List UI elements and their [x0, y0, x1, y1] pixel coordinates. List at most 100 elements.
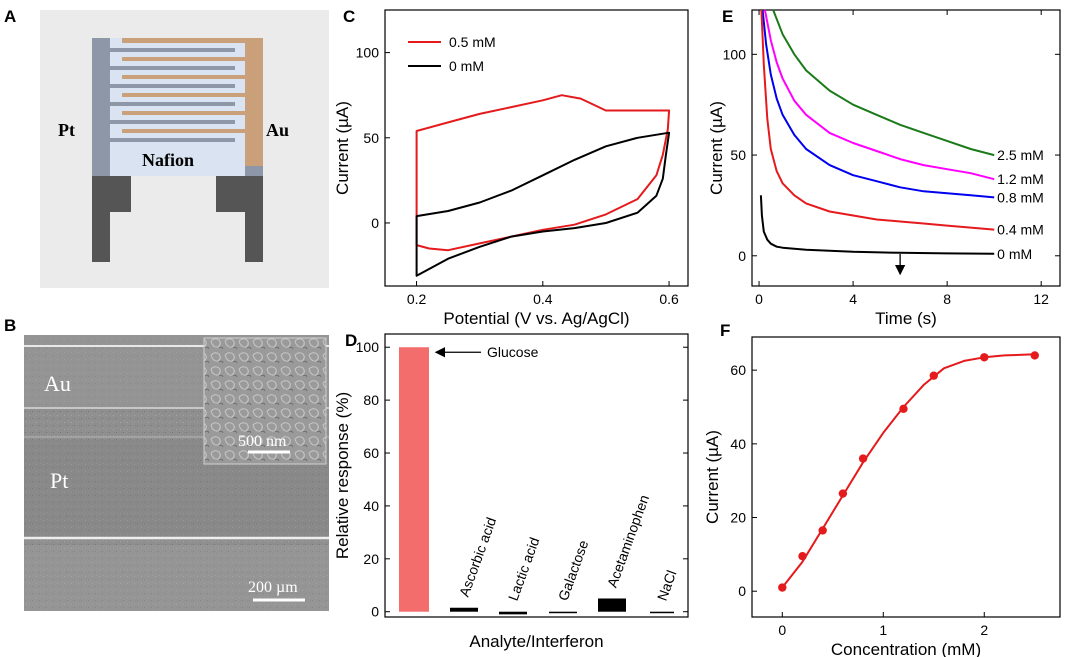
- panel-e: E 0 50 100 0 4 8 12 Time (s) Current (µA) 2.5 mM 1…: [707, 7, 1061, 328]
- plot-frame: [384, 333, 689, 618]
- y-tick-label: 0: [738, 248, 746, 264]
- data-point: [818, 526, 827, 535]
- y-tick-label: 50: [730, 147, 746, 163]
- bar-label: Galactose: [555, 538, 592, 603]
- amperometry-series-0: [772, 9, 995, 157]
- x-tick-label: 1: [879, 622, 887, 638]
- y-tick-label: 40: [363, 498, 379, 514]
- legend-label: 0 mM: [449, 58, 484, 74]
- y-tick-label: 20: [363, 551, 379, 567]
- glucose-annotation: Glucose: [487, 344, 539, 360]
- y-tick-label: 0: [371, 604, 379, 620]
- amperometry-series-3: [760, 9, 995, 231]
- x-axis-label: Potential (V vs. Ag/AgCl): [443, 309, 629, 328]
- bar-label: Acetaminophen: [604, 493, 652, 590]
- panel-b: B Au Pt 500 nm 200 µm: [4, 316, 329, 611]
- pt-contact-pad: [92, 176, 131, 262]
- amperometry-series-2: [761, 9, 995, 199]
- series-label: 0.4 mM: [997, 222, 1044, 238]
- x-tick-label: 0.4: [533, 291, 553, 307]
- calibration-chart: 0 20 40 60 0 1 2 Concentration (mM) Current (µA): [703, 336, 1061, 657]
- x-tick-label: 0.2: [407, 291, 427, 307]
- bar-lactic-acid: [499, 611, 527, 615]
- y-tick-label: 0: [738, 583, 746, 599]
- data-point: [899, 404, 908, 414]
- panel-label-c: C: [343, 7, 355, 26]
- y-axis-label: Relative response (%): [333, 392, 352, 559]
- sem-au-label: Au: [44, 371, 71, 396]
- bar-glucose: [399, 347, 429, 612]
- au-label: Au: [266, 120, 289, 140]
- y-axis-label: Current (µA): [333, 101, 352, 195]
- x-tick-label: 0: [755, 291, 763, 307]
- sem-pt-label: Pt: [50, 468, 68, 493]
- y-tick-label: 80: [363, 392, 379, 408]
- nafion-label: Nafion: [142, 150, 194, 170]
- interdigitated-fingers: [110, 38, 245, 142]
- bar-label: NaCl: [654, 568, 680, 603]
- x-tick-label: 2: [980, 622, 988, 638]
- y-tick-label: 40: [730, 436, 746, 452]
- data-point: [980, 353, 989, 362]
- y-tick-label: 100: [723, 46, 747, 62]
- x-tick-label: 8: [943, 291, 951, 307]
- data-point: [778, 583, 787, 592]
- bar-label: Lactic acid: [505, 535, 543, 603]
- panel-f: F 0 20 40 60 0 1 2 Concentration (mM) Current (µ…: [703, 321, 1061, 657]
- cv-series-0: [415, 94, 671, 252]
- au-bus-bar: [245, 38, 263, 166]
- bar-ascorbic-acid: [450, 607, 478, 612]
- series-label: 0 mM: [997, 246, 1032, 262]
- pt-bus-bar: [92, 38, 110, 176]
- bar-acetaminophen: [598, 598, 626, 612]
- y-tick-label: 60: [730, 362, 746, 378]
- selectivity-chart: 0 20 40 60 80 100 Analyte/Interferon Relative r…: [333, 333, 689, 651]
- contact-gap: [245, 166, 263, 176]
- sem-inset: [203, 337, 327, 465]
- series-label: 1.2 mM: [997, 171, 1044, 187]
- panel-c: C 0 50 100 0.2 0.4 0.6 Potential (V vs. Ag/AgC…: [333, 7, 689, 328]
- x-axis-label: Concentration (mM): [831, 640, 981, 657]
- series-label: 2.5 mM: [997, 147, 1044, 163]
- y-axis-label: Current (µA): [703, 430, 722, 524]
- y-tick-label: 100: [356, 45, 380, 61]
- bar-galactose: [549, 611, 577, 614]
- amperometry-series-1: [763, 9, 995, 181]
- series-label: 0.8 mM: [997, 189, 1044, 205]
- panel-a: A Pt Au Nafion: [4, 7, 329, 288]
- y-tick-label: 60: [363, 445, 379, 461]
- y-axis-label: Current (µA): [707, 101, 726, 195]
- amperometry-series-4: [759, 195, 995, 255]
- data-point: [838, 489, 848, 498]
- y-tick-label: 20: [730, 510, 746, 526]
- fit-curve: [781, 353, 1035, 589]
- pt-label: Pt: [58, 120, 75, 140]
- amperometry-chart: 0 50 100 0 4 8 12 Time (s) Current (µA) 2.5 mM 1.2…: [707, 9, 1061, 328]
- panel-label-e: E: [722, 7, 733, 26]
- bar-nacl: [650, 611, 674, 614]
- data-point: [858, 454, 868, 463]
- legend-label: 0.5 mM: [449, 34, 496, 50]
- cv-series-1: [415, 131, 671, 277]
- main-scale-label: 200 µm: [248, 579, 298, 596]
- y-tick-label: 0: [371, 215, 379, 231]
- x-tick-label: 0.6: [659, 291, 679, 307]
- data-point: [929, 371, 938, 380]
- plot-frame: [751, 336, 1061, 618]
- panel-label-d: D: [345, 331, 357, 350]
- x-tick-label: 12: [1033, 291, 1049, 307]
- x-axis-label: Time (s): [875, 309, 937, 328]
- y-tick-label: 100: [356, 339, 380, 355]
- y-tick-label: 50: [363, 130, 379, 146]
- panel-label-a: A: [4, 7, 16, 26]
- bar-label: Ascorbic acid: [456, 515, 500, 599]
- panel-label-f: F: [720, 321, 730, 340]
- x-tick-label: 4: [849, 291, 857, 307]
- data-point: [798, 552, 807, 561]
- cv-chart: 0 50 100 0.2 0.4 0.6 Potential (V vs. Ag/AgCl)…: [333, 9, 689, 328]
- inset-scale-label: 500 nm: [238, 433, 287, 450]
- x-tick-label: 0: [778, 622, 786, 638]
- au-contact-pad: [216, 176, 263, 262]
- x-axis-label: Analyte/Interferon: [469, 632, 603, 651]
